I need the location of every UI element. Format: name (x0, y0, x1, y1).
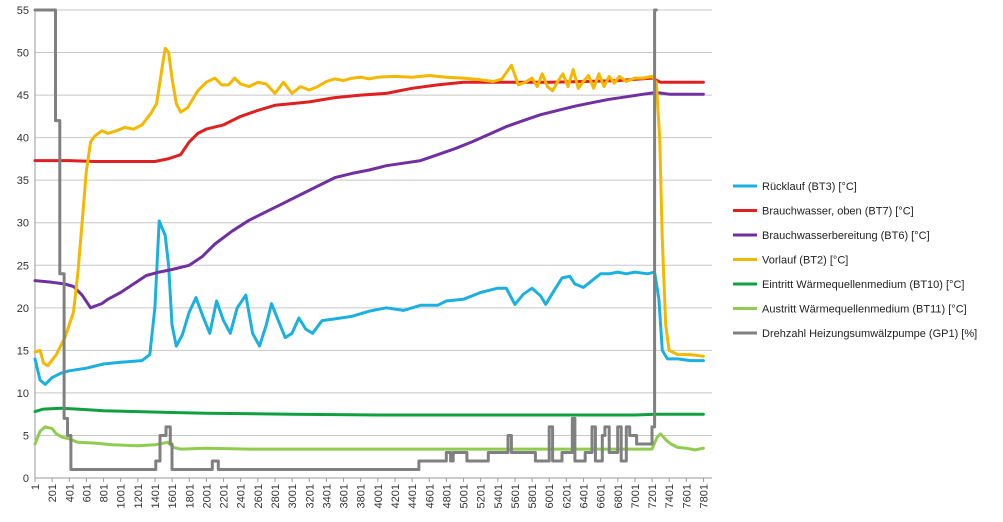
x-tick-label: 4201 (390, 484, 402, 508)
x-tick-label: 6401 (579, 484, 591, 508)
x-tick-label: 401 (64, 484, 76, 502)
series-line-2 (33, 91, 705, 310)
gridlines (35, 9, 712, 479)
legend-label: Vorlauf (BT2) [°C] (762, 255, 848, 267)
x-tick-label: 3601 (339, 484, 351, 508)
legend: Rücklauf (BT3) [°C] Brauchwasser, oben (B… (733, 181, 977, 340)
legend-label: Eintritt Wärmequellenmedium (BT10) [°C] (762, 279, 964, 291)
y-tick-label: 55 (17, 5, 29, 17)
x-tick-label: 2201 (219, 484, 231, 508)
x-tick-label: 801 (99, 484, 111, 502)
series-line-0 (33, 219, 705, 386)
x-tick-label: 5601 (510, 484, 522, 508)
series-line-5 (33, 425, 705, 452)
x-tick-label: 1601 (167, 484, 179, 508)
y-tick-label: 50 (17, 48, 29, 60)
x-tick-label: 2601 (253, 484, 265, 508)
x-tick-label: 6601 (596, 484, 608, 508)
x-tick-label: 4001 (373, 484, 385, 508)
x-tick-label: 1801 (184, 484, 196, 508)
x-tick-label: 7001 (630, 484, 642, 508)
x-tick-label: 7201 (647, 484, 659, 508)
x-tick-label: 201 (47, 484, 59, 502)
x-tick-label: 2801 (270, 484, 282, 508)
x-tick-label: 7401 (664, 484, 676, 508)
x-tick-label: 3401 (321, 484, 333, 508)
x-tick-label: 4801 (441, 484, 453, 508)
x-tick-label: 3201 (304, 484, 316, 508)
x-tick-label: 3001 (287, 484, 299, 508)
series-lines (33, 8, 705, 471)
y-tick-label: 30 (17, 218, 29, 230)
y-tick-label: 40 (17, 133, 29, 145)
x-tick-label: 1001 (116, 484, 128, 508)
x-tick-label: 5401 (493, 484, 505, 508)
x-tick-label: 7801 (699, 484, 711, 508)
legend-label: Drehzahl Heizungsumwälzpumpe (GP1) [%] (762, 328, 977, 340)
legend-label: Brauchwasser, oben (BT7) [°C] (762, 206, 914, 218)
x-tick-label: 2001 (201, 484, 213, 508)
x-tick-label: 7601 (681, 484, 693, 508)
y-tick-label: 5 (23, 430, 29, 442)
series-line-4 (33, 406, 705, 417)
legend-label: Austritt Wärmequellenmedium (BT11) [°C] (762, 304, 967, 316)
y-tick-label: 10 (17, 388, 29, 400)
x-tick-label: 4401 (407, 484, 419, 508)
y-tick-label: 15 (17, 345, 29, 357)
x-tick-label: 6001 (544, 484, 556, 508)
y-tick-label: 35 (17, 175, 29, 187)
x-tick-label: 6201 (561, 484, 573, 508)
x-tick-label: 4601 (424, 484, 436, 508)
x-tick-label: 1 (30, 484, 42, 490)
y-tick-label: 25 (17, 260, 29, 272)
legend-label: Brauchwasserbereitung (BT6) [°C] (762, 230, 930, 242)
y-tick-label: 20 (17, 303, 29, 315)
x-tick-label: 3801 (356, 484, 368, 508)
x-tick-label: 5001 (459, 484, 471, 508)
x-tick-label: 601 (81, 484, 93, 502)
x-tick-label: 5201 (476, 484, 488, 508)
x-tick-label: 2401 (236, 484, 248, 508)
x-tick-label: 1401 (150, 484, 162, 508)
y-tick-label: 45 (17, 90, 29, 102)
y-tick-label: 0 (23, 473, 29, 485)
series-line-6 (33, 8, 658, 471)
x-tick-label: 5801 (527, 484, 539, 508)
x-tick-label: 1201 (133, 484, 145, 508)
series-line-1 (33, 76, 705, 163)
series-line-3 (33, 46, 705, 368)
x-tick-label: 6801 (613, 484, 625, 508)
legend-label: Rücklauf (BT3) [°C] (762, 181, 857, 193)
